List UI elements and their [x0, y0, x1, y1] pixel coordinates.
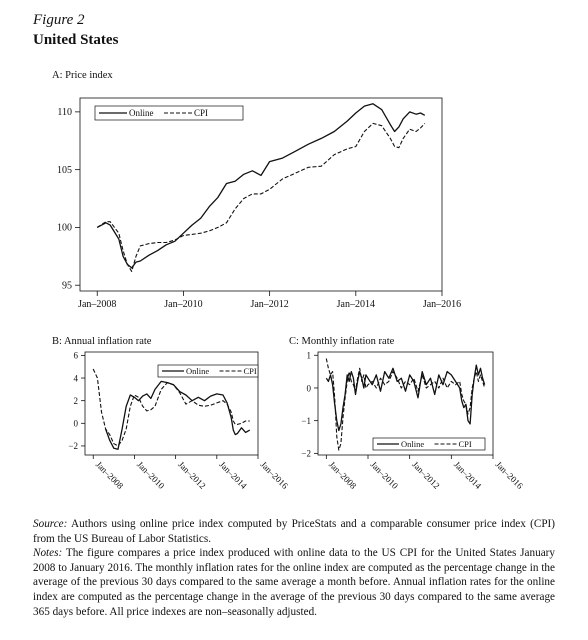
panel-c-xtick-label: Jan–2008	[327, 459, 359, 491]
panel-a-xtick-label: Jan–2016	[423, 299, 461, 310]
panel-c-title: C: Monthly inflation rate	[289, 336, 395, 347]
panel-a-ytick-label: 100	[57, 223, 72, 234]
panel-b-xtick-label: Jan–2016	[259, 459, 291, 491]
panel-a-xtick-label: Jan–2014	[337, 299, 375, 310]
panel-c-ytick-label: 0	[307, 383, 312, 393]
panel-a-legend-label-online: Online	[129, 108, 154, 118]
panel-c-xtick-label: Jan–2010	[369, 459, 401, 491]
panel-c-xtick-label: Jan–2012	[410, 459, 441, 490]
panel-b-xtick-label: Jan–2010	[135, 459, 167, 491]
source-label: Source:	[33, 518, 68, 530]
panel-b-title: B: Annual inflation rate	[52, 336, 152, 347]
panel-a-xtick-label: Jan–2008	[78, 299, 116, 310]
panel-c-xtick-label: Jan–2016	[494, 459, 526, 491]
panel-b-xtick-label: Jan–2008	[94, 459, 126, 491]
panel-c-ytick-label: −1	[301, 416, 311, 426]
panel-c-legend-label-cpi: CPI	[459, 439, 472, 449]
panel-b-frame	[84, 351, 259, 456]
panel-c-ytick-label: 1	[307, 351, 312, 361]
panel-b-ytick-label: −2	[68, 441, 78, 451]
panel-a-xtick-label: Jan–2010	[164, 299, 202, 310]
panel-c-ytick-label: −2	[301, 449, 311, 459]
panel-a-xtick-label: Jan–2012	[250, 299, 288, 310]
panel-a-ytick-label: 105	[57, 165, 72, 176]
panel-c-series-cpi-line	[325, 358, 486, 451]
panel-c-legend	[372, 437, 486, 451]
panel-a-ytick-label: 110	[57, 107, 72, 118]
panel-b-xtick-label: Jan–2012	[176, 459, 207, 490]
panel-b-legend-label-online: Online	[186, 366, 209, 376]
notes-label: Notes:	[33, 547, 63, 560]
figure-notes: Source: Authors using online price index…	[33, 517, 555, 619]
source-text: Authors using online price index compute…	[33, 518, 555, 545]
panel-b-series-online-line	[104, 380, 251, 450]
panel-b-xtick-label: Jan–2014	[217, 459, 249, 491]
panel-a-legend	[94, 105, 244, 121]
figure-label: Figure 2	[33, 12, 85, 28]
source-note: Source: Authors using online price index…	[33, 517, 555, 546]
panel-a-series-online-line	[96, 103, 426, 269]
panel-a-frame	[79, 97, 443, 292]
panel-b-series-cpi-line	[92, 368, 250, 447]
panel-a-series-cpi-line	[96, 122, 426, 272]
panel-b-legend	[157, 364, 259, 378]
panel-c-xtick-label: Jan–2014	[452, 459, 484, 491]
panel-b-ytick-label: 0	[74, 419, 79, 429]
panel-b-ytick-label: 6	[74, 351, 79, 361]
panel-c-series-online-line	[325, 364, 486, 432]
panel-c-frame	[317, 351, 494, 456]
panel-b-ytick-label: 4	[74, 373, 79, 383]
figure-title: United States	[33, 32, 119, 48]
notes-paragraph: Notes: The figure compares a price index…	[33, 546, 555, 619]
panel-b-legend-label-cpi: CPI	[244, 366, 257, 376]
panel-a-ytick-label: 95	[62, 281, 72, 292]
notes-text: The figure compares a price index produc…	[33, 547, 555, 618]
panel-c-legend-label-online: Online	[401, 439, 424, 449]
panel-a-legend-label-cpi: CPI	[194, 108, 208, 118]
panel-a-title: A: Price index	[52, 70, 113, 81]
panel-b-ytick-label: 2	[74, 396, 79, 406]
